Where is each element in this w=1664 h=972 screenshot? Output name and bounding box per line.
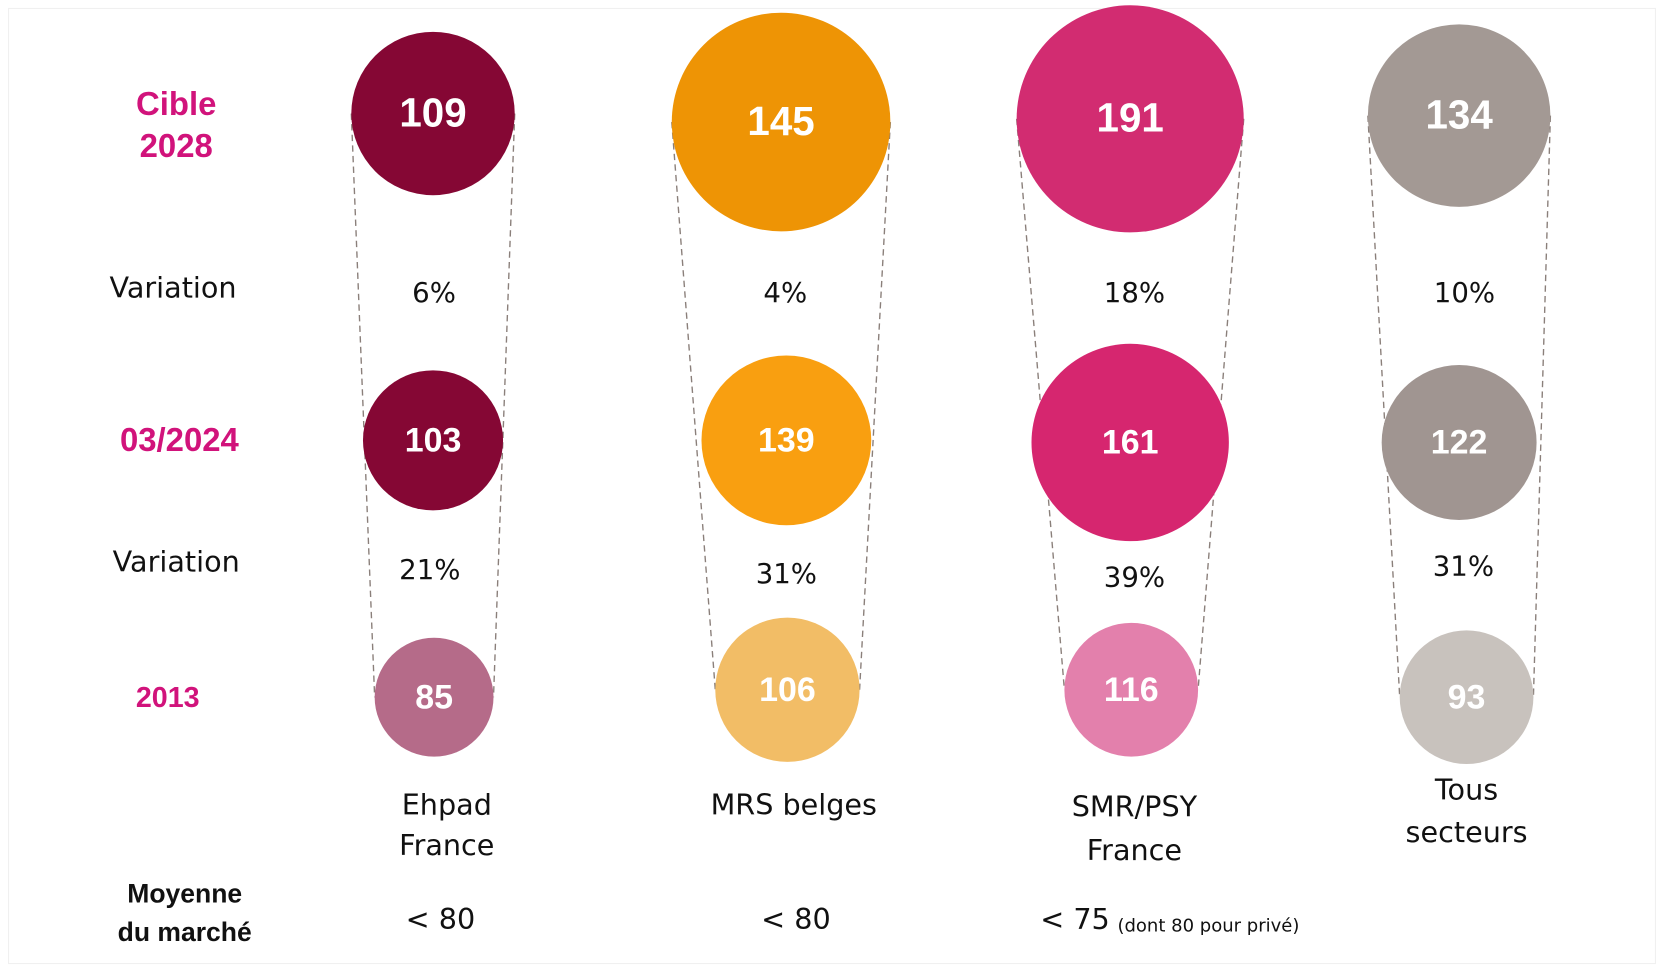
bubble-value: 103 (405, 421, 462, 459)
row-label: Variation (109, 271, 236, 305)
variation: 31% (756, 557, 817, 590)
variation: 10% (1434, 276, 1495, 309)
bubble (1367, 24, 1551, 207)
bubble-value: 145 (747, 98, 814, 144)
bubble (374, 637, 494, 757)
row-label: Moyenne (127, 879, 242, 909)
bubble (715, 617, 860, 762)
bubble-value: 106 (759, 671, 816, 709)
market-average: < 80 (761, 902, 831, 936)
bubble-value: 139 (758, 421, 815, 459)
column-name: SMR/PSY (1072, 790, 1198, 824)
column-name: France (399, 828, 494, 862)
frame (8, 7, 1656, 965)
bubble-value: 109 (399, 89, 466, 135)
column-name: secteurs (1406, 815, 1528, 849)
bubble (1381, 365, 1537, 520)
row-label: Variation (113, 544, 240, 578)
variation: 39% (1104, 560, 1165, 593)
market-average: < 80 (406, 902, 476, 936)
variation: 4% (763, 276, 807, 309)
variation: 18% (1104, 276, 1165, 309)
row-label: 2013 (136, 682, 200, 714)
bubble-value: 122 (1431, 424, 1488, 462)
variation: 6% (412, 276, 456, 309)
market-note: (dont 80 pour privé) (1117, 915, 1299, 936)
bubble (1064, 622, 1199, 757)
row-label: du marché (118, 917, 252, 947)
row-label: 2028 (140, 127, 213, 164)
connector (671, 121, 716, 690)
bubble (362, 370, 504, 511)
row-label: 03/2024 (120, 421, 240, 458)
bubble-value: 93 (1448, 678, 1486, 716)
connector (1367, 115, 1401, 698)
connector (858, 121, 892, 690)
column-name: MRS belges (711, 787, 877, 821)
connector (350, 113, 376, 698)
variation: 31% (1433, 550, 1494, 583)
connector (1532, 115, 1552, 698)
column-name: Ehpad (402, 787, 492, 821)
bubble-value: 116 (1104, 671, 1159, 709)
market-average: < 75 (1040, 902, 1110, 936)
column-name: Tous (1434, 773, 1498, 807)
bubble (1016, 5, 1244, 233)
bubble-value: 85 (415, 678, 453, 716)
row-label: Cible (136, 85, 216, 122)
bubble (671, 12, 891, 232)
column-name: France (1087, 833, 1182, 867)
bubble (1031, 343, 1229, 542)
variation: 21% (399, 553, 460, 586)
bubble-value: 134 (1425, 91, 1493, 137)
bubble-value: 191 (1097, 95, 1164, 141)
bubble-value: 161 (1102, 424, 1159, 462)
bubble (351, 31, 515, 196)
bubble (1399, 630, 1534, 765)
bubble (701, 355, 872, 526)
connector (492, 113, 516, 698)
